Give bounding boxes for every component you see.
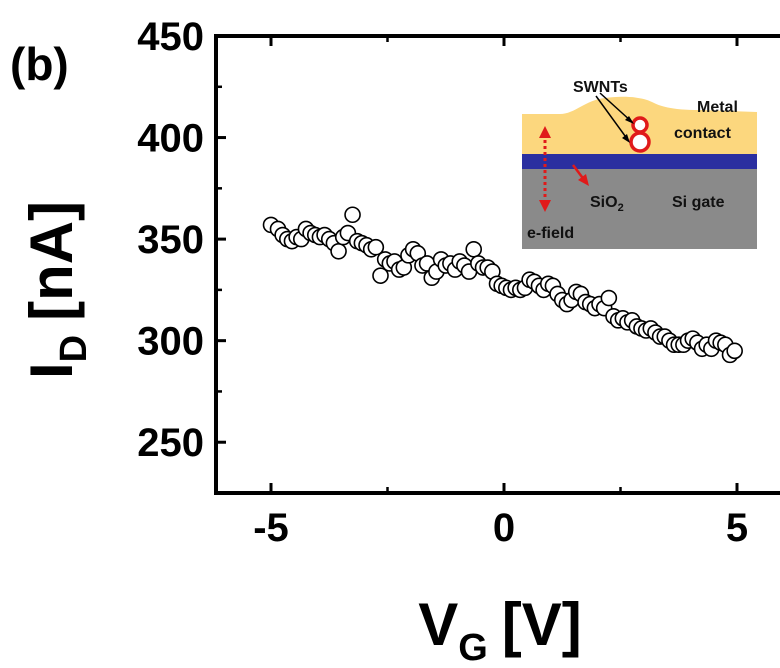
y-tick-label: 450 — [137, 15, 204, 59]
x-axis-label-unit: [V] — [502, 591, 582, 658]
inset-schematic: SWNTs Metal contact SiO2 Si gate e-field — [522, 79, 757, 249]
panel-label: (b) — [10, 38, 69, 90]
inset-efield-arrowhead-down — [539, 200, 551, 212]
ticks: 250 300 350 400 450 -5 0 5 — [137, 15, 748, 550]
inset-sio2-arrowhead — [578, 174, 589, 186]
x-tick-label: -5 — [253, 506, 289, 550]
inset-swnt-bottom — [629, 131, 651, 153]
inset-pointer-arrow-2 — [595, 95, 629, 141]
y-tick-label: 350 — [137, 218, 204, 262]
y-tick-label: 300 — [137, 320, 204, 364]
data-point — [726, 342, 743, 360]
inset-swnts-label: SWNTs — [573, 79, 628, 96]
x-axis-label: V — [418, 591, 458, 658]
svg-text:ID[nA]: ID [nA] — [18, 201, 95, 379]
inset-efield-label: e-field — [527, 225, 574, 242]
y-axis-label-sub: D — [53, 335, 95, 362]
inset-pointer-arrow-1 — [599, 92, 633, 123]
x-tick-label: 5 — [726, 506, 748, 550]
data-point — [367, 238, 385, 256]
data-point — [372, 267, 389, 284]
x-tick-label: 0 — [493, 506, 515, 550]
inset-si-gate-label: Si gate — [672, 194, 725, 211]
inset-swnt-top — [631, 116, 649, 134]
inset-contact-label: contact — [674, 125, 732, 142]
y-tick-label: 400 — [137, 117, 204, 161]
x-axis-label-sub: G — [458, 627, 488, 668]
data-point — [600, 289, 618, 307]
inset-si-gate — [522, 169, 757, 249]
y-axis-title: ID [nA] — [18, 201, 95, 379]
data-point — [330, 242, 347, 260]
inset-pointer-arrowhead-1 — [625, 116, 634, 124]
y-tick-label: 250 — [137, 421, 204, 465]
inset-pointer-arrowhead-2 — [622, 134, 630, 143]
inset-metal-label: Metal — [697, 99, 738, 116]
y-axis-label-unit: [nA] — [18, 201, 85, 321]
data-points — [262, 206, 743, 364]
inset-sio2-label: SiO2 — [590, 194, 624, 214]
y-axis-label: I — [18, 362, 85, 379]
data-point — [465, 240, 483, 258]
inset-efield-arrowhead-up — [539, 126, 551, 138]
x-axis-title: VG [V] — [418, 591, 582, 668]
inset-oxide-layer — [522, 154, 757, 169]
data-point — [344, 206, 361, 224]
